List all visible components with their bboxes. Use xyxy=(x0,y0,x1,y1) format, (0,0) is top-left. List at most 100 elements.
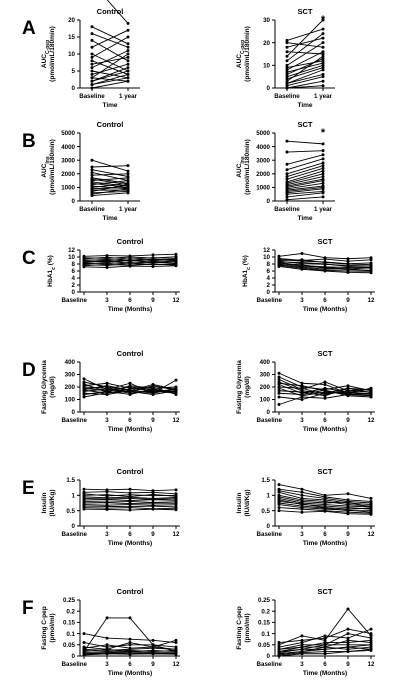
y-tick-label: 0.25 xyxy=(63,597,76,604)
data-point xyxy=(151,264,155,268)
data-point xyxy=(323,636,327,640)
data-point xyxy=(105,381,109,385)
series-line xyxy=(286,69,324,84)
x-tick-label: 6 xyxy=(128,417,132,424)
data-point xyxy=(151,498,155,502)
data-point xyxy=(105,501,109,505)
data-point xyxy=(300,398,304,401)
data-point xyxy=(126,52,130,56)
data-point xyxy=(285,75,289,79)
x-tick-label: 9 xyxy=(346,417,350,424)
series-line xyxy=(91,56,129,65)
data-point xyxy=(277,395,281,399)
y-tick-label: 0.5 xyxy=(261,508,270,515)
series-line xyxy=(91,80,129,89)
data-point xyxy=(126,69,130,73)
x-tick-label: 6 xyxy=(323,297,327,304)
chart-title: SCT xyxy=(318,237,333,246)
x-tick-label: 12 xyxy=(173,531,180,538)
series-line xyxy=(91,177,129,184)
y-tick-label: 200 xyxy=(260,384,271,391)
data-point xyxy=(321,175,325,179)
data-point xyxy=(285,81,289,85)
data-point xyxy=(285,175,289,179)
data-point xyxy=(151,648,155,652)
data-point xyxy=(321,18,325,22)
data-point xyxy=(174,252,178,256)
data-point xyxy=(346,641,350,645)
data-point xyxy=(90,168,94,172)
data-point xyxy=(321,72,325,76)
series-line xyxy=(286,76,324,87)
data-point xyxy=(346,267,350,271)
y-tick-label: 0 xyxy=(72,409,76,416)
chart-title: SCT xyxy=(318,349,333,358)
data-point xyxy=(323,388,327,392)
y-tick-label: 0 xyxy=(267,653,271,660)
x-tick-label: 3 xyxy=(105,297,109,304)
data-point xyxy=(346,500,350,504)
x-tick-label: Baseline xyxy=(62,417,88,424)
data-point xyxy=(105,636,109,640)
y-tick-label: 0 xyxy=(267,409,271,416)
data-point xyxy=(285,84,289,88)
x-axis-label: Time (Months) xyxy=(108,426,152,433)
series-line xyxy=(286,33,324,62)
data-point xyxy=(323,394,327,398)
data-point xyxy=(90,45,94,49)
data-point xyxy=(128,487,132,491)
data-point xyxy=(346,386,350,390)
data-point xyxy=(346,492,350,496)
chart-D-sct: SCT 0 100 200 300 400 Baseline 3 6 9 12 Time (Month… xyxy=(236,349,375,433)
data-point xyxy=(321,181,325,185)
series-line xyxy=(91,177,129,182)
data-point xyxy=(126,59,130,63)
y-tick-label: 10 xyxy=(263,63,270,70)
data-point xyxy=(369,256,373,260)
y-tick-label: 20 xyxy=(263,40,270,47)
data-point xyxy=(285,177,289,181)
data-point xyxy=(90,25,94,29)
y-tick-label: 100 xyxy=(65,397,76,404)
series-line xyxy=(286,51,324,55)
y-tick-label: 0.05 xyxy=(258,642,271,649)
series-line xyxy=(91,53,129,79)
data-point xyxy=(90,38,94,42)
data-point xyxy=(128,496,132,500)
y-axis-label: AUCC-pep xyxy=(236,40,246,68)
data-point xyxy=(105,391,109,395)
data-point xyxy=(90,32,94,36)
x-tick-label: Baseline xyxy=(62,661,88,668)
chart-title: Control xyxy=(117,587,144,596)
y-tick-label: 0.15 xyxy=(63,620,76,627)
data-point xyxy=(346,638,350,642)
data-point xyxy=(346,393,350,396)
chart-title: SCT xyxy=(318,467,333,476)
series-line xyxy=(91,165,129,168)
data-point xyxy=(277,371,281,375)
data-point xyxy=(300,634,304,638)
data-point xyxy=(323,380,327,384)
data-point xyxy=(300,252,304,255)
data-point xyxy=(321,84,325,88)
panel-letter: F xyxy=(22,598,34,619)
data-point xyxy=(323,652,327,656)
data-point xyxy=(126,35,130,39)
data-point xyxy=(151,501,155,505)
y-tick-label: 4000 xyxy=(256,144,270,151)
data-point xyxy=(126,187,130,191)
data-point xyxy=(300,510,304,514)
y-axis-label-line2: (pmol/ml) xyxy=(244,613,251,642)
data-point xyxy=(369,271,373,275)
data-point xyxy=(285,162,289,166)
x-tick-label: 12 xyxy=(173,661,180,668)
data-point xyxy=(346,270,350,274)
data-point xyxy=(105,616,109,620)
data-point xyxy=(105,266,109,269)
y-axis-label-line2: (IU/d/Kg) xyxy=(244,489,251,516)
data-point xyxy=(321,54,325,58)
panel-letter: A xyxy=(22,18,36,39)
series-line xyxy=(286,73,324,84)
series-line xyxy=(286,19,324,57)
series-line xyxy=(286,37,324,48)
